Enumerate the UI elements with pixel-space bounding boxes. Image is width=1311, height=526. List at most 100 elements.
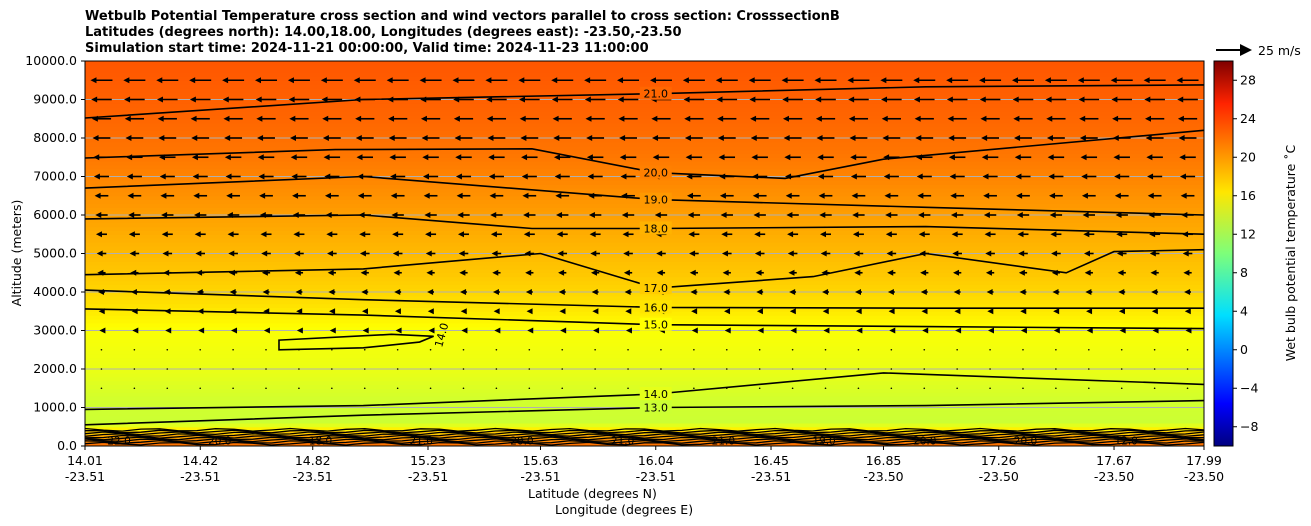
wind-vector [985,250,995,257]
wind-vector-head [723,289,730,295]
wind-vector-head [553,135,560,141]
wind-vector-head [552,115,559,122]
wind-vector-head [716,96,723,103]
x-tick-label-lon: -23.50 [1184,469,1224,484]
wind-vector [327,250,337,257]
wind-vector [492,269,501,276]
wind-vector-head [196,269,203,276]
wind-vector [528,387,531,390]
wind-vector [854,269,863,276]
wind-vector-head [262,289,269,295]
wind-vector [320,77,343,84]
wind-vector [1186,348,1189,351]
wind-vector-head [420,96,427,103]
wind-vector [228,269,238,276]
wind-vector [552,115,572,122]
y-tick-label: 4000.0 [33,284,77,299]
wind-vector [388,115,408,122]
wind-vector [979,77,1002,84]
wind-vector [923,387,926,390]
wind-vector [946,96,968,103]
wind-vector [691,327,698,334]
temperature-band [85,103,1204,108]
wind-vector-head [1181,212,1188,218]
temperature-band [85,422,1204,428]
wind-vector-head [951,231,958,238]
wind-vector [1088,348,1090,351]
wind-vector [359,231,371,238]
y-tick-label: 7000.0 [33,169,77,184]
wind-vector [1177,115,1198,122]
surface-contour [85,436,1204,441]
wind-vector [423,173,439,180]
chart-title-line-1: Wetbulb Potential Temperature cross sect… [85,9,840,24]
wind-vector-head [686,173,693,180]
temperature-band [85,276,1204,282]
wind-vector [789,308,796,315]
wind-vector [1112,135,1131,141]
temperature-band [85,241,1204,247]
wind-vector-head [649,77,656,84]
wind-vector [814,77,837,84]
wind-vector-head [1013,115,1020,122]
wind-vector [784,154,801,161]
wind-vector-head [296,308,303,315]
wind-vector-head [259,212,266,218]
temperature-band [85,176,1204,181]
wind-vector [719,173,735,180]
wind-vector-head [881,115,888,122]
wind-vector-head [160,192,167,199]
wind-vector [396,348,399,351]
wind-vector [156,96,178,103]
wind-vector-head [360,269,367,276]
wind-vector [130,269,139,276]
wind-vector-head [851,192,858,199]
wind-vector [359,250,370,257]
wind-vector-head [849,135,856,141]
wind-vector-head [557,250,564,257]
wind-vector [229,289,237,295]
wind-vector [620,173,636,180]
wind-vector [561,387,564,390]
wind-vector [100,387,103,390]
wind-vector [455,173,472,180]
wind-vector-head [1053,308,1060,315]
wind-vector [849,135,868,141]
wind-vector [984,231,996,238]
contour-label-bg [639,400,672,414]
wind-vector-head [255,77,262,84]
wind-vector [232,368,234,370]
surface-label: 12.0 [1114,435,1137,447]
temperature-band [85,80,1204,85]
wind-vector [1012,96,1034,103]
wind-vector-head [1019,289,1026,295]
wind-vector-head [394,289,401,295]
temperature-band [85,295,1204,301]
wind-vector [618,115,638,122]
wind-vector-head [490,231,497,238]
wind-vector-head [355,135,362,141]
wind-vector [683,96,705,103]
wind-vector [293,231,305,238]
wind-vector-head [490,212,497,218]
wind-vector [159,154,176,161]
wind-vector [1085,289,1093,295]
wind-vector [551,96,573,103]
wind-vector-head [1118,308,1125,315]
wind-vector [199,387,201,390]
wind-vector [493,308,500,315]
wind-vector-head [293,231,300,238]
wind-vector [90,77,113,84]
wind-vector-head [223,115,230,122]
temperature-band [85,153,1204,158]
wind-vector-head [1049,192,1056,199]
x-tick-label-lat: 17.26 [981,453,1017,468]
wind-vector-head [687,212,694,218]
wind-vector [724,327,731,334]
wind-vector [222,96,244,103]
wind-vector [1120,387,1123,390]
wind-vector [557,250,568,257]
temperature-band [85,207,1204,212]
wind-vector [485,77,508,84]
